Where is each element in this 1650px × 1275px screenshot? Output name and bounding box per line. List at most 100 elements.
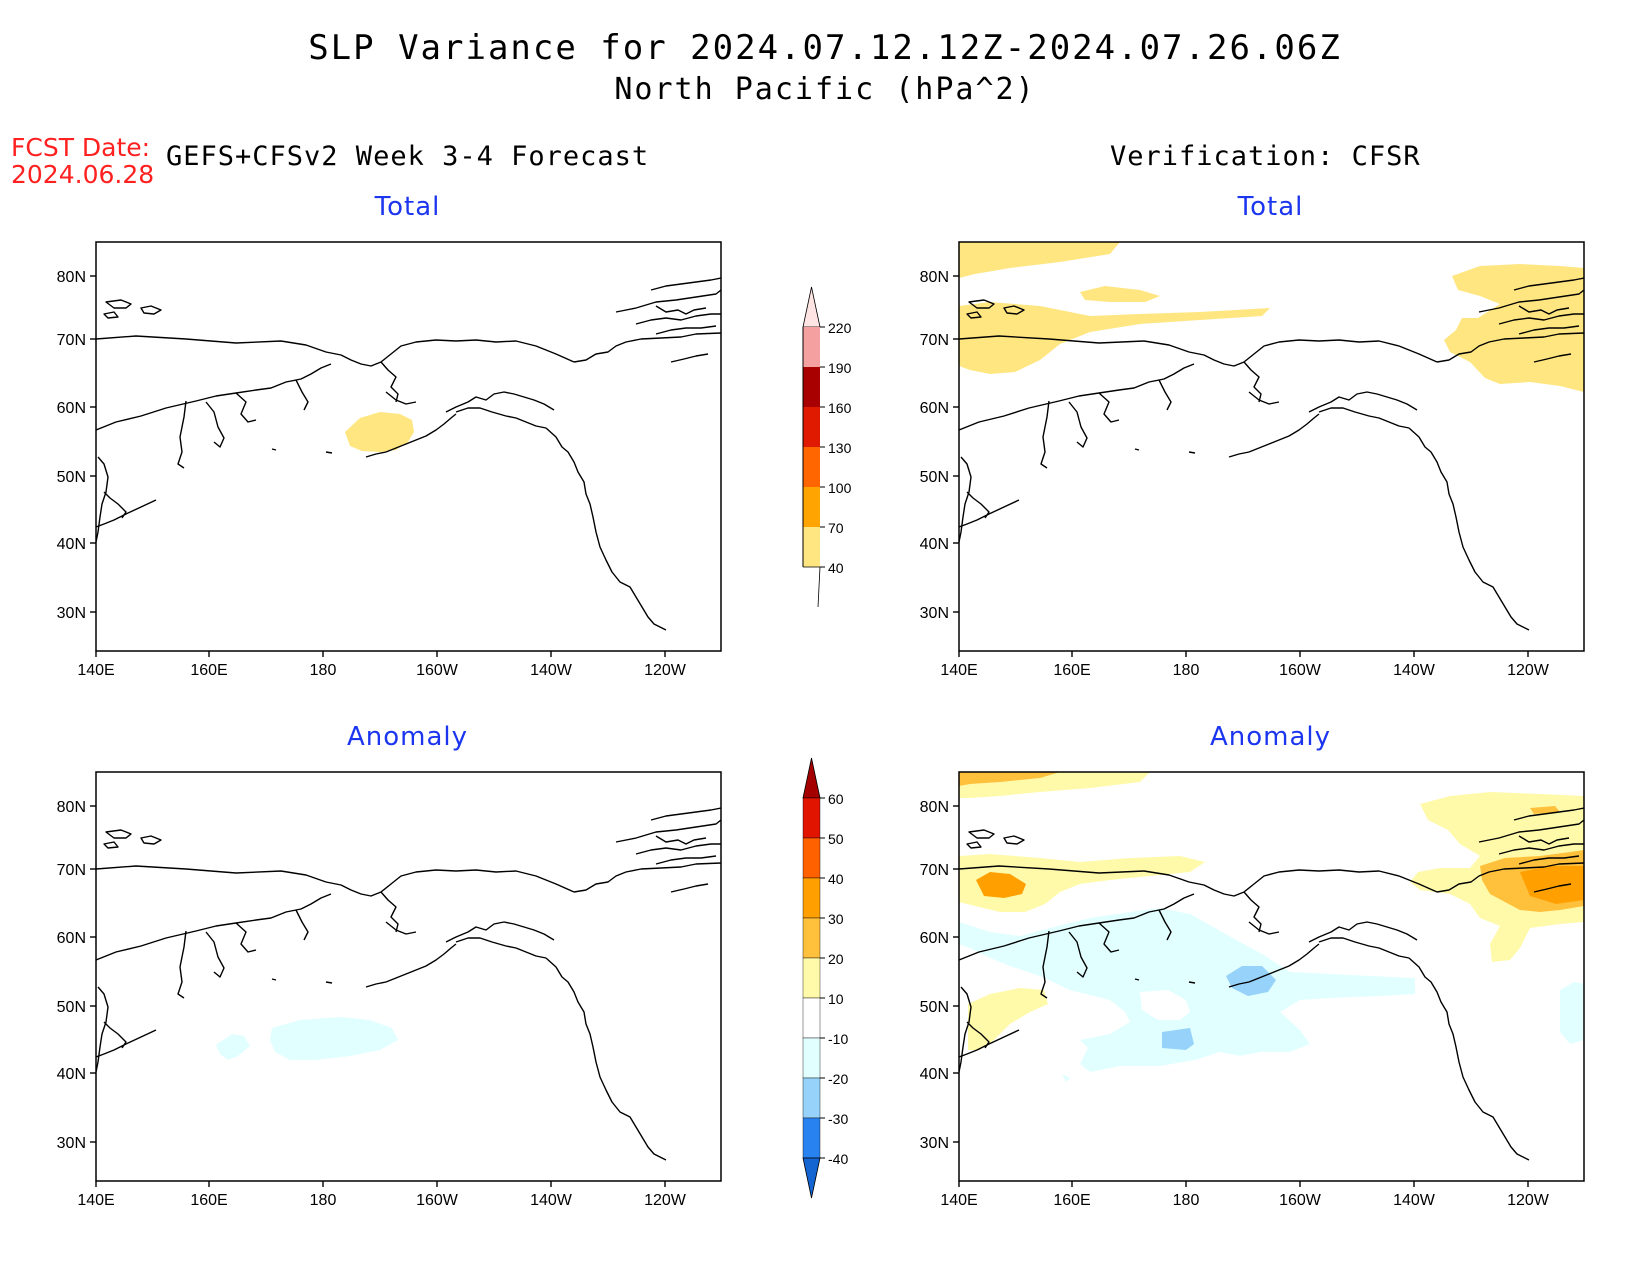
colorbar-label: 190 (828, 360, 852, 376)
colorbar-box (803, 407, 820, 447)
verification-anomaly-frame (958, 771, 1585, 1182)
lon-label: 180 (310, 1192, 337, 1209)
verification-anomaly-orange-west (976, 872, 1026, 898)
lat-label: 70N (57, 332, 86, 349)
lat-label: 40N (920, 1066, 949, 1083)
forecast-anomaly-shading-1 (270, 1017, 398, 1060)
lat-label: 30N (57, 605, 86, 622)
verification-total-frame (958, 241, 1585, 652)
lat-label: 70N (920, 862, 949, 879)
lon-label: 160W (416, 662, 459, 679)
verification-anomaly-orange-east (1520, 866, 1584, 904)
forecast-total-title: Total (374, 192, 441, 222)
axis-labels: 80N 70N 60N 50N 40N 30N 140E 160E 180 160W 140W 120… (57, 269, 1550, 1209)
colorbar-box (802, 1037, 821, 1079)
lon-label: 140E (940, 1192, 977, 1209)
verification-anomaly-blue-2 (1162, 1028, 1194, 1050)
colorbar-box (802, 997, 821, 1039)
lat-label: 70N (57, 862, 86, 879)
colorbar-label: 50 (828, 831, 844, 847)
colorbar-label: 10 (828, 991, 844, 1007)
anomaly-colorbar: 60 50 40 30 20 10 -10 -20 -30 -40 (802, 757, 848, 1199)
colorbar-label: 60 (828, 791, 844, 807)
figure-subtitle: North Pacific (hPa^2) (614, 72, 1036, 107)
lat-label: 60N (57, 930, 86, 947)
lat-label: 30N (920, 605, 949, 622)
lat-label: 80N (920, 799, 949, 816)
forecast-anomaly-map (96, 772, 721, 1181)
lat-label: 30N (57, 1135, 86, 1152)
lon-label: 140E (77, 1192, 114, 1209)
lon-label: 160E (1053, 662, 1090, 679)
lon-label: 160W (1279, 1192, 1322, 1209)
total-colorbar: 220 190 160 130 100 70 40 (802, 286, 852, 608)
colorbar-box (802, 797, 821, 839)
lon-label: 140W (1393, 662, 1436, 679)
lat-label: 40N (920, 536, 949, 553)
colorbar-cap-bottom (803, 566, 821, 608)
lon-label: 160E (1053, 1192, 1090, 1209)
lon-label: 160E (190, 1192, 227, 1209)
lat-label: 50N (920, 999, 949, 1016)
lon-label: 120W (1507, 662, 1550, 679)
colorbar-box (802, 1117, 821, 1159)
lat-label: 50N (57, 469, 86, 486)
verification-total-shading-small (1080, 286, 1160, 302)
lat-label: 30N (920, 1135, 949, 1152)
forecast-anomaly-shading-2 (216, 1034, 250, 1060)
colorbar-label: 160 (828, 400, 852, 416)
colorbar-label: -10 (828, 1031, 848, 1047)
verification-anomaly-yellow-japan (968, 988, 1048, 1050)
colorbar-label: 100 (828, 480, 852, 496)
colorbar-box (802, 837, 821, 879)
colorbar-cap-top (802, 286, 821, 328)
lon-label: 140W (530, 1192, 573, 1209)
forecast-anomaly-frame (95, 771, 722, 1182)
colorbar-box (802, 957, 821, 999)
colorbar-box (803, 367, 820, 407)
forecast-total-shading-40 (345, 412, 414, 452)
colorbar-cap-top (802, 757, 821, 799)
lon-label: 140W (1393, 1192, 1436, 1209)
lat-label: 50N (57, 999, 86, 1016)
lon-label: 140W (530, 662, 573, 679)
verification-anomaly-title: Anomaly (1209, 722, 1332, 752)
verification-total-map (959, 242, 1584, 651)
lat-label: 80N (57, 799, 86, 816)
verification-anomaly-cyan-east (1560, 982, 1584, 1044)
lon-label: 140E (940, 662, 977, 679)
colorbar-label: 130 (828, 440, 852, 456)
forecast-anomaly-title: Anomaly (346, 722, 469, 752)
verification-anomaly-yellow-west (959, 854, 1205, 912)
forecast-total-map (96, 242, 721, 651)
colorbar-box (802, 877, 821, 919)
lat-label: 80N (920, 269, 949, 286)
colorbar-label: 220 (828, 320, 852, 336)
colorbar-box (802, 917, 821, 959)
lat-label: 80N (57, 269, 86, 286)
colorbar-box (802, 1077, 821, 1119)
verification-anomaly-cyan-small (1062, 1074, 1070, 1082)
lon-label: 140E (77, 662, 114, 679)
colorbar-label: 20 (828, 951, 844, 967)
colorbar-label: 70 (828, 520, 844, 536)
lon-label: 160W (416, 1192, 459, 1209)
colorbar-box (803, 527, 820, 567)
axis-ticks (90, 275, 1529, 1187)
colorbar-label: 40 (828, 560, 844, 576)
lat-label: 40N (57, 1066, 86, 1083)
colorbar-label: -30 (828, 1111, 848, 1127)
forecast-total-frame (95, 241, 722, 652)
verification-total-shading-north (959, 242, 1120, 278)
colorbar-box (803, 447, 820, 487)
verification-anomaly-cyan-main (959, 908, 1415, 1072)
fcst-date-label: FCST Date: (11, 133, 151, 162)
verification-anomaly-orange-tiny (1530, 806, 1560, 814)
verification-total-shading-west (959, 302, 1270, 374)
lat-label: 50N (920, 469, 949, 486)
lon-label: 120W (1507, 1192, 1550, 1209)
colorbar-box (803, 487, 820, 527)
lon-label: 120W (644, 662, 687, 679)
lat-label: 40N (57, 536, 86, 553)
